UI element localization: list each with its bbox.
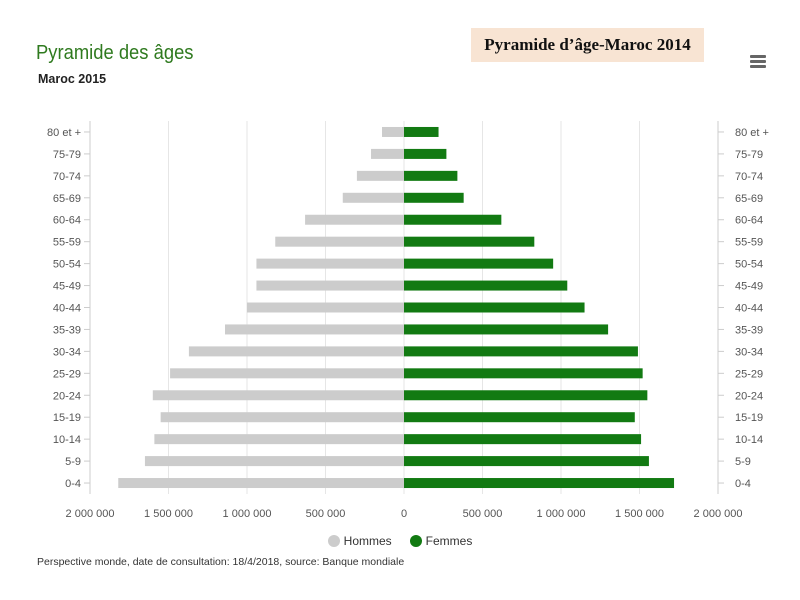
bar-women	[404, 236, 535, 247]
y-tick-label-left: 55-59	[53, 237, 81, 249]
y-tick-label-right: 20-24	[735, 390, 763, 402]
y-tick-label-right: 25-29	[735, 368, 763, 380]
y-tick-label-left: 75-79	[53, 149, 81, 161]
x-tick-label: 500 000	[306, 508, 346, 520]
y-tick-label-right: 50-54	[735, 259, 763, 271]
bar-men	[275, 236, 404, 247]
chart-legend: Hommes Femmes	[0, 534, 800, 548]
chart-subtitle: Maroc 2015	[38, 72, 107, 86]
y-tick-label-right: 10-14	[735, 434, 763, 446]
y-tick-label-right: 60-64	[735, 215, 763, 227]
bar-men	[118, 478, 404, 489]
bar-women	[404, 478, 675, 489]
bar-women	[404, 390, 648, 401]
y-tick-label-left: 30-34	[53, 346, 81, 358]
bar-women	[404, 456, 649, 467]
bar-men	[160, 412, 404, 423]
bar-men	[225, 324, 404, 335]
bar-men	[144, 456, 404, 467]
bar-women	[404, 324, 609, 335]
y-tick-label-left: 50-54	[53, 259, 81, 271]
y-tick-label-left: 60-64	[53, 215, 81, 227]
bar-women	[404, 126, 439, 137]
bar-women	[404, 368, 643, 379]
y-tick-label-right: 5-9	[735, 456, 751, 468]
bar-men	[152, 390, 404, 401]
chart-title: Pyramide des âges	[36, 42, 194, 64]
y-tick-label-left: 45-49	[53, 281, 81, 293]
banner-title: Pyramide d’âge-Maroc 2014	[471, 28, 704, 62]
x-tick-label: 1 000 000	[223, 508, 272, 520]
y-tick-label-left: 10-14	[53, 434, 81, 446]
bar-women	[404, 148, 447, 159]
bar-men	[342, 192, 404, 203]
legend-item-women[interactable]: Femmes	[409, 534, 473, 548]
y-tick-label-right: 35-39	[735, 324, 763, 336]
y-tick-label-right: 70-74	[735, 171, 763, 183]
hamburger-menu-icon[interactable]	[750, 55, 766, 71]
bar-men	[382, 126, 404, 137]
bar-men	[154, 434, 404, 445]
source-footnote: Perspective monde, date de consultation:…	[37, 556, 405, 568]
y-tick-label-right: 45-49	[735, 281, 763, 293]
legend-item-men[interactable]: Hommes	[327, 534, 392, 548]
bar-men	[256, 258, 404, 269]
y-tick-label-right: 40-44	[735, 303, 763, 315]
y-tick-label-left: 40-44	[53, 303, 81, 315]
bar-women	[404, 434, 642, 445]
bar-men	[305, 214, 404, 225]
y-tick-label-left: 0-4	[65, 478, 81, 490]
y-tick-label-right: 80 et +	[735, 127, 769, 139]
y-tick-label-right: 65-69	[735, 193, 763, 205]
bar-men	[371, 148, 404, 159]
bar-men	[188, 346, 404, 357]
x-tick-label: 0	[401, 508, 407, 520]
bar-men	[356, 170, 404, 181]
bar-men	[256, 280, 404, 291]
legend-label-men: Hommes	[343, 534, 392, 548]
x-tick-label: 1 500 000	[615, 508, 664, 520]
y-tick-label-left: 35-39	[53, 324, 81, 336]
bar-men	[170, 368, 404, 379]
y-tick-label-right: 30-34	[735, 346, 763, 358]
bar-women	[404, 258, 554, 269]
bar-women	[404, 346, 638, 357]
y-tick-label-left: 20-24	[53, 390, 81, 402]
y-tick-label-right: 15-19	[735, 412, 763, 424]
x-tick-label: 1 000 000	[537, 508, 586, 520]
bar-women	[404, 214, 502, 225]
bar-women	[404, 302, 585, 313]
x-tick-label: 2 000 000	[694, 508, 743, 520]
legend-dot-men	[327, 535, 340, 547]
bar-women	[404, 280, 568, 291]
legend-dot-women	[409, 535, 422, 547]
x-tick-label: 2 000 000	[66, 508, 115, 520]
bar-women	[404, 170, 458, 181]
y-tick-label-left: 25-29	[53, 368, 81, 380]
bar-men	[247, 302, 404, 313]
y-tick-label-left: 80 et +	[47, 127, 81, 139]
x-tick-label: 500 000	[463, 508, 503, 520]
y-tick-label-left: 5-9	[65, 456, 81, 468]
y-tick-label-right: 0-4	[735, 478, 751, 490]
legend-label-women: Femmes	[425, 534, 473, 548]
y-tick-label-left: 15-19	[53, 412, 81, 424]
y-tick-label-left: 70-74	[53, 171, 81, 183]
y-tick-label-right: 75-79	[735, 149, 763, 161]
bar-women	[404, 412, 635, 423]
x-tick-label: 1 500 000	[144, 508, 193, 520]
y-tick-label-right: 55-59	[735, 237, 763, 249]
y-tick-label-left: 65-69	[53, 193, 81, 205]
bar-women	[404, 192, 464, 203]
